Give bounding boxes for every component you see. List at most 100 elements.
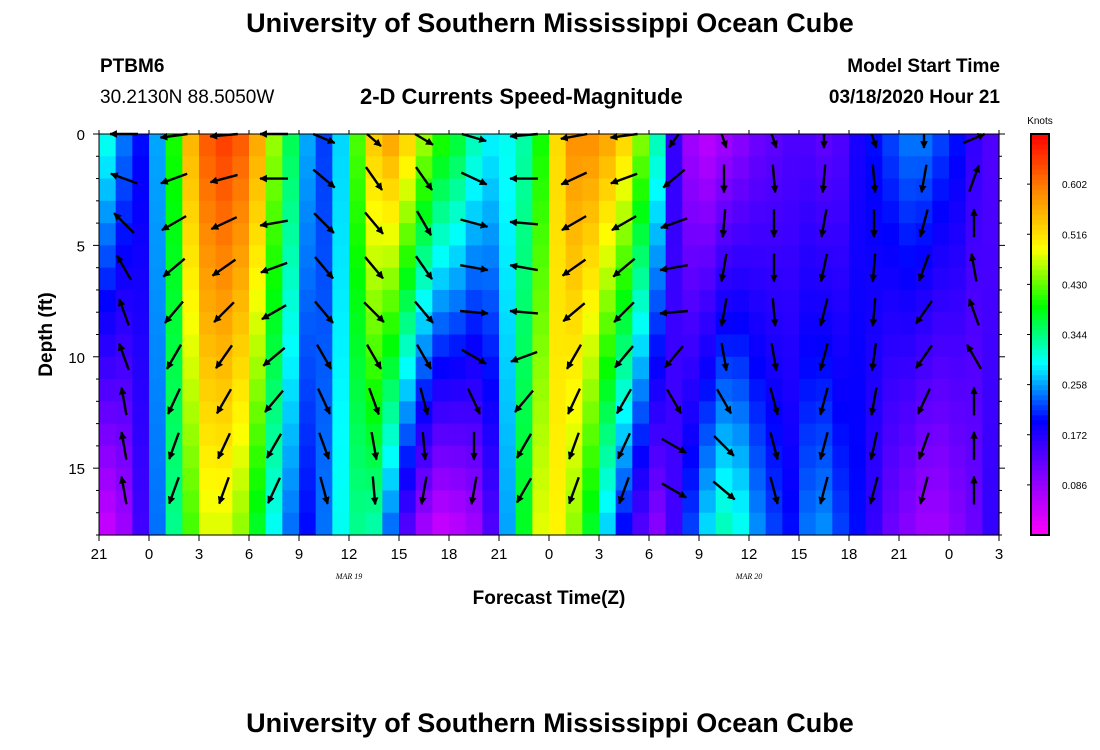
heat-cell bbox=[715, 245, 733, 269]
heat-cell bbox=[632, 379, 650, 402]
heat-cell bbox=[282, 289, 300, 313]
heat-cell bbox=[932, 156, 950, 180]
heat-cell bbox=[199, 245, 217, 269]
heat-cell bbox=[832, 178, 850, 202]
heat-cell bbox=[799, 223, 817, 246]
heat-cell bbox=[115, 312, 133, 336]
heat-cell bbox=[782, 289, 800, 313]
colorbar: Knots 0.086 0.172 0.258 0.344 0.430 0.516 0.602 bbox=[1027, 116, 1087, 536]
heat-cell bbox=[449, 156, 467, 180]
heat-cell bbox=[732, 468, 750, 492]
colorbar-segment bbox=[1031, 519, 1049, 526]
heat-cell bbox=[565, 223, 583, 246]
heat-cell bbox=[832, 134, 850, 157]
heat-cell bbox=[332, 468, 350, 492]
heat-cell bbox=[132, 223, 150, 246]
heat-cell bbox=[499, 223, 517, 246]
heat-cell bbox=[949, 178, 967, 202]
heat-cell bbox=[149, 200, 167, 224]
heat-cell bbox=[115, 223, 133, 246]
heat-cell bbox=[582, 245, 600, 269]
current-vector-arrow bbox=[113, 212, 135, 234]
current-vector-arrow bbox=[869, 298, 878, 327]
heat-cell bbox=[615, 200, 633, 224]
heat-cell bbox=[649, 245, 667, 269]
colorbar-segment bbox=[1031, 419, 1049, 426]
heat-cell bbox=[782, 512, 800, 536]
heat-cell bbox=[682, 267, 700, 291]
heat-cell bbox=[532, 468, 550, 492]
heat-cell bbox=[549, 334, 567, 358]
colorbar-segment bbox=[1031, 274, 1049, 280]
heat-cell bbox=[499, 401, 517, 425]
heat-cell bbox=[699, 267, 717, 291]
heat-cell bbox=[332, 245, 350, 269]
heat-cell bbox=[99, 289, 117, 313]
heat-cell bbox=[232, 245, 250, 269]
heat-cell bbox=[615, 156, 633, 180]
heat-cell bbox=[749, 312, 767, 336]
heat-cell bbox=[449, 445, 467, 469]
heat-cell bbox=[449, 423, 467, 447]
heat-cell bbox=[182, 245, 200, 269]
heat-cell bbox=[482, 512, 500, 536]
heat-cell bbox=[265, 468, 283, 492]
heat-cell bbox=[599, 245, 617, 269]
heat-cell bbox=[499, 289, 517, 313]
x-tick-label: 3 bbox=[995, 546, 1003, 563]
heat-cell bbox=[282, 267, 300, 291]
heat-cell bbox=[899, 134, 917, 157]
y-tick-label: 15 bbox=[68, 461, 85, 478]
heat-cell bbox=[632, 401, 650, 425]
heat-cell bbox=[482, 401, 500, 425]
heat-cell bbox=[432, 156, 450, 180]
heat-cell bbox=[165, 468, 183, 492]
colorbar-segment bbox=[1031, 414, 1049, 421]
current-vector-arrow bbox=[110, 172, 138, 185]
heat-cell bbox=[165, 289, 183, 313]
heat-cell bbox=[149, 289, 167, 313]
heat-cell bbox=[232, 223, 250, 246]
heat-cell bbox=[599, 334, 617, 358]
heat-cell bbox=[882, 223, 900, 246]
heat-cell bbox=[365, 512, 383, 536]
heat-cell bbox=[382, 134, 400, 157]
heat-cell bbox=[582, 134, 600, 157]
current-vector-arrow bbox=[770, 298, 779, 327]
heat-cell bbox=[849, 267, 867, 291]
heat-cell bbox=[349, 334, 367, 358]
colorbar-segment bbox=[1031, 179, 1049, 185]
current-vector-arrow bbox=[615, 388, 633, 415]
colorbar-segment bbox=[1031, 224, 1049, 230]
heat-cell bbox=[615, 490, 633, 514]
heat-cell bbox=[732, 289, 750, 313]
heat-cell bbox=[332, 334, 350, 358]
current-vector-arrow bbox=[612, 257, 636, 278]
heat-cell bbox=[749, 445, 767, 469]
heat-cell bbox=[332, 512, 350, 536]
current-vector-arrow bbox=[211, 258, 237, 277]
heat-cell bbox=[249, 312, 267, 336]
heat-cell bbox=[432, 401, 450, 425]
heat-cell bbox=[99, 223, 117, 246]
heat-cell bbox=[249, 223, 267, 246]
heat-cell bbox=[199, 334, 217, 358]
heat-cell bbox=[782, 178, 800, 202]
heat-cell bbox=[965, 267, 983, 291]
heat-cell bbox=[532, 490, 550, 514]
current-vector-arrow bbox=[510, 350, 538, 363]
heat-cell bbox=[99, 356, 117, 380]
heat-cell bbox=[249, 134, 267, 157]
current-vector-arrow bbox=[611, 215, 637, 232]
heat-cell bbox=[799, 490, 817, 514]
heat-cell bbox=[399, 178, 417, 202]
heat-cell bbox=[499, 490, 517, 514]
heat-cell bbox=[449, 178, 467, 202]
colorbar-segment bbox=[1031, 529, 1049, 536]
heat-cell bbox=[882, 423, 900, 447]
heat-cell bbox=[565, 178, 583, 202]
heat-cell bbox=[432, 245, 450, 269]
heat-cell bbox=[565, 200, 583, 224]
heat-cell bbox=[565, 156, 583, 180]
current-vector-arrow bbox=[414, 166, 434, 191]
